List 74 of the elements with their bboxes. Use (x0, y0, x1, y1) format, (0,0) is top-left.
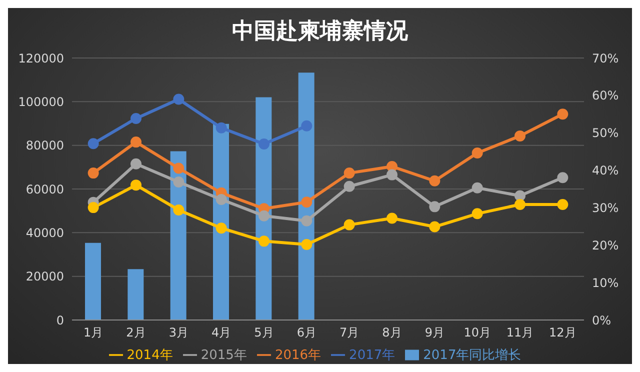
x-tick-label: 9月 (424, 326, 444, 340)
point (344, 180, 355, 192)
bar (85, 242, 101, 320)
y-tick-label: 80000 (26, 138, 64, 153)
point (514, 199, 526, 210)
y2-tick-label: 50% (592, 126, 619, 140)
point (429, 201, 440, 212)
point (514, 190, 526, 202)
legend-label: 2015年 (200, 348, 247, 363)
legend-label: 2014年 (126, 348, 173, 363)
x-tick-label: 7月 (340, 326, 360, 340)
point (173, 176, 184, 188)
x-tick-label: 4月 (212, 326, 232, 340)
x-tick-label: 12月 (549, 326, 576, 340)
point (557, 108, 568, 120)
point (344, 219, 355, 230)
legend-label: 2017年 (349, 348, 396, 363)
point (130, 112, 142, 124)
y-tick-label: 60000 (26, 182, 64, 196)
point (344, 168, 355, 179)
point (301, 196, 312, 208)
point (386, 161, 398, 172)
point (258, 138, 270, 150)
point (130, 136, 142, 148)
point (557, 172, 568, 184)
x-tick-label: 2月 (126, 326, 146, 340)
y-tick-label: 40000 (26, 226, 64, 240)
point (429, 221, 440, 232)
y-tick-label: 0 (56, 313, 64, 328)
bar (128, 269, 144, 320)
point (258, 210, 270, 222)
y-tick-label: 100000 (18, 94, 64, 109)
point (301, 238, 312, 250)
point (130, 158, 142, 170)
point (216, 222, 227, 234)
point (88, 138, 99, 150)
legend-label: 2016年 (274, 348, 322, 363)
y2-tick-label: 30% (592, 200, 619, 215)
y2-tick-label: 40% (592, 164, 619, 178)
legend-label: 2017年同比增长 (423, 348, 522, 363)
x-tick-label: 3月 (168, 326, 188, 340)
chart-title: 中国赴柬埔寨情况 (231, 18, 409, 46)
point (514, 130, 526, 142)
point (557, 199, 568, 210)
point (88, 168, 99, 179)
point (301, 120, 312, 132)
x-tick-label: 8月 (382, 326, 402, 340)
point (472, 182, 483, 194)
y2-tick-label: 60% (592, 88, 619, 103)
point (386, 212, 398, 224)
point (216, 122, 227, 134)
point (429, 175, 440, 186)
point (258, 236, 270, 247)
y2-tick-label: 0% (592, 313, 612, 328)
x-tick-label: 1月 (84, 326, 104, 340)
point (386, 169, 398, 180)
point (301, 215, 312, 226)
y2-tick-label: 20% (592, 238, 619, 252)
point (173, 204, 184, 216)
x-tick-label: 11月 (506, 326, 534, 340)
y-tick-label: 120000 (18, 51, 64, 66)
x-tick-label: 5月 (254, 326, 274, 340)
x-tick-label: 6月 (296, 326, 316, 340)
point (472, 147, 483, 158)
x-tick-label: 10月 (464, 326, 491, 340)
point (88, 202, 99, 214)
point (216, 194, 227, 205)
point (173, 162, 184, 174)
y2-tick-label: 10% (592, 276, 619, 290)
y-tick-label: 20000 (26, 270, 64, 284)
y2-tick-label: 70% (592, 51, 619, 66)
point (130, 180, 142, 191)
point (472, 208, 483, 220)
point (173, 94, 184, 105)
